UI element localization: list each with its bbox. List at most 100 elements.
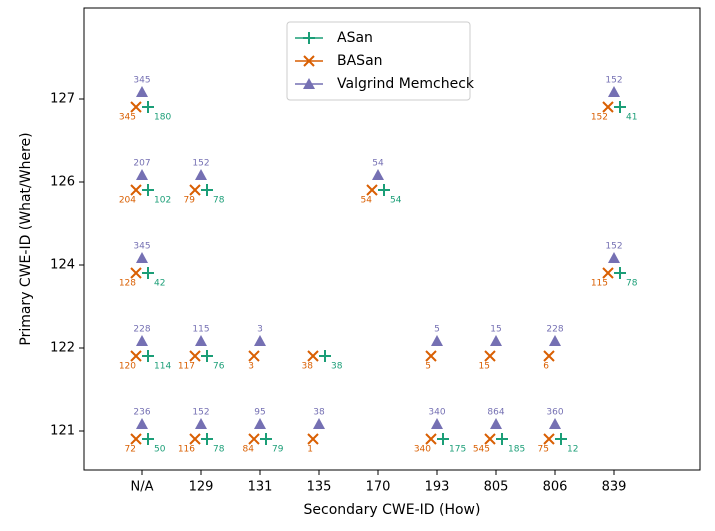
- marker-x: [189, 433, 201, 445]
- y-tick-label: 127: [50, 92, 75, 107]
- count-label: 152: [605, 76, 622, 86]
- count-label: 15: [490, 325, 501, 335]
- marker-plus: [142, 101, 154, 113]
- marker-plus: [303, 32, 315, 44]
- marker-x: [543, 433, 555, 445]
- marker-x: [130, 433, 142, 445]
- count-label: 38: [313, 408, 325, 418]
- count-label: 76: [213, 362, 225, 372]
- marker-plus: [496, 433, 508, 445]
- marker-x: [130, 267, 142, 279]
- marker-x: [189, 184, 201, 196]
- marker-triangle: [195, 418, 207, 429]
- marker-x: [130, 184, 142, 196]
- marker-x: [189, 350, 201, 362]
- legend-box: [286, 21, 471, 101]
- marker-triangle: [195, 169, 207, 180]
- legend-label: Valgrind Memcheck: [337, 76, 475, 92]
- marker-x: [130, 101, 142, 113]
- marker-triangle: [431, 335, 443, 346]
- count-label: 1: [307, 445, 313, 455]
- count-label: 42: [154, 279, 165, 289]
- count-label: 78: [626, 279, 638, 289]
- count-label: 360: [546, 408, 563, 418]
- marker-plus: [142, 433, 154, 445]
- x-tick-label: 135: [307, 480, 332, 495]
- marker-x: [484, 350, 496, 362]
- marker-x: [303, 55, 315, 67]
- count-label: 204: [119, 196, 136, 206]
- marker-x: [425, 433, 437, 445]
- count-label: 54: [372, 159, 384, 169]
- count-label: 864: [487, 408, 504, 418]
- marker-triangle: [136, 86, 148, 97]
- marker-triangle: [549, 335, 561, 346]
- marker-x: [602, 101, 614, 113]
- marker-triangle: [254, 335, 266, 346]
- count-label: 116: [178, 445, 195, 455]
- count-label: 185: [508, 445, 525, 455]
- count-label: 117: [178, 362, 195, 372]
- marker-triangle: [136, 169, 148, 180]
- count-label: 38: [331, 362, 343, 372]
- y-tick-label: 121: [50, 424, 75, 439]
- marker-plus: [201, 350, 213, 362]
- y-tick-label: 124: [50, 258, 75, 273]
- marker-x: [248, 433, 260, 445]
- y-axis-label: Primary CWE-ID (What/Where): [18, 132, 34, 345]
- marker-x: [484, 433, 496, 445]
- count-label: 115: [591, 279, 608, 289]
- marker-triangle: [549, 418, 561, 429]
- marker-x: [543, 350, 555, 362]
- marker-plus: [319, 350, 331, 362]
- count-label: 54: [390, 196, 402, 206]
- count-label: 152: [192, 408, 209, 418]
- count-label: 79: [272, 445, 284, 455]
- count-label: 41: [626, 113, 637, 123]
- count-label: 545: [473, 445, 490, 455]
- marker-triangle: [490, 418, 502, 429]
- count-label: 228: [133, 325, 150, 335]
- marker-plus: [378, 184, 390, 196]
- x-tick-label: 839: [602, 480, 627, 495]
- count-label: 340: [414, 445, 431, 455]
- marker-x: [602, 267, 614, 279]
- x-axis-label: Secondary CWE-ID (How): [304, 502, 481, 518]
- count-label: 15: [479, 362, 490, 372]
- count-label: 84: [243, 445, 255, 455]
- x-tick-label: 806: [543, 480, 568, 495]
- legend-label: ASan: [337, 30, 373, 46]
- count-label: 5: [425, 362, 431, 372]
- marker-x: [366, 184, 378, 196]
- marker-triangle: [136, 252, 148, 263]
- marker-triangle: [608, 86, 620, 97]
- x-tick-label: 193: [425, 480, 450, 495]
- legend-label: BASan: [337, 53, 383, 69]
- y-tick-label: 126: [50, 175, 75, 190]
- count-label: 114: [154, 362, 171, 372]
- marker-triangle: [490, 335, 502, 346]
- x-tick-label: 129: [189, 480, 214, 495]
- count-label: 75: [538, 445, 549, 455]
- count-label: 54: [361, 196, 373, 206]
- count-label: 38: [302, 362, 314, 372]
- marker-triangle: [313, 418, 325, 429]
- count-label: 6: [543, 362, 549, 372]
- count-label: 152: [605, 242, 622, 252]
- marker-plus: [260, 433, 272, 445]
- x-tick-label: N/A: [131, 480, 154, 495]
- count-label: 152: [192, 159, 209, 169]
- marker-plus: [142, 184, 154, 196]
- marker-triangle: [254, 418, 266, 429]
- plot-frame: [83, 7, 701, 471]
- count-label: 3: [248, 362, 254, 372]
- count-label: 180: [154, 113, 171, 123]
- count-label: 228: [546, 325, 563, 335]
- count-label: 345: [119, 113, 136, 123]
- count-label: 115: [192, 325, 209, 335]
- marker-x: [307, 350, 319, 362]
- marker-triangle: [136, 418, 148, 429]
- marker-plus: [142, 267, 154, 279]
- marker-x: [425, 350, 437, 362]
- count-label: 95: [254, 408, 265, 418]
